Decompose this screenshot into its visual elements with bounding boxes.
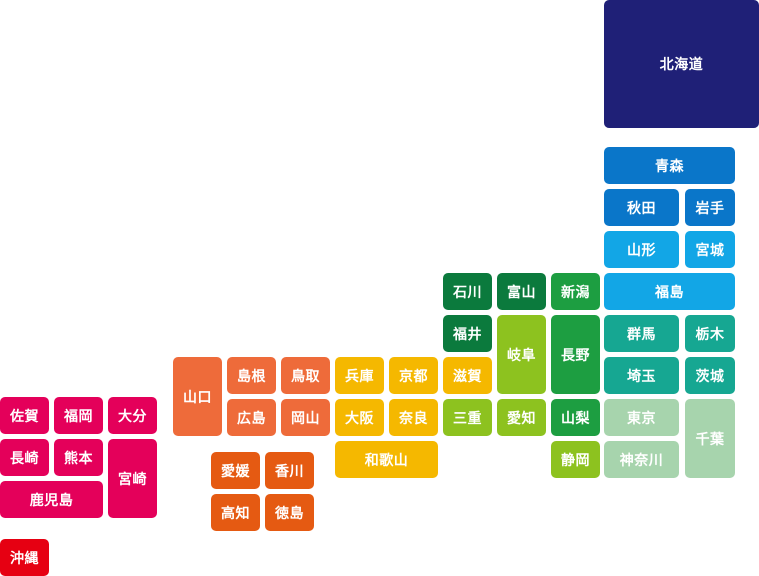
- prefecture-label: 徳島: [275, 505, 304, 522]
- prefecture-label: 京都: [399, 368, 428, 385]
- prefecture-fukui[interactable]: 福井: [443, 315, 492, 352]
- prefecture-label: 香川: [275, 463, 304, 480]
- prefecture-label: 宮城: [695, 242, 725, 259]
- prefecture-aichi[interactable]: 愛知: [497, 399, 546, 436]
- prefecture-label: 群馬: [627, 326, 656, 343]
- prefecture-label: 高知: [221, 505, 250, 522]
- prefecture-okayama[interactable]: 岡山: [281, 399, 330, 436]
- prefecture-nara[interactable]: 奈良: [389, 399, 438, 436]
- prefecture-label: 埼玉: [627, 368, 656, 385]
- prefecture-label: 石川: [453, 284, 482, 301]
- prefecture-label: 佐賀: [10, 408, 39, 425]
- prefecture-label: 山形: [627, 242, 656, 259]
- prefecture-gifu[interactable]: 岐阜: [497, 315, 546, 394]
- prefecture-ibaraki[interactable]: 茨城: [685, 357, 735, 394]
- prefecture-label: 宮崎: [118, 471, 147, 488]
- prefecture-label: 鹿児島: [29, 492, 74, 509]
- prefecture-kumamoto[interactable]: 熊本: [54, 439, 103, 476]
- prefecture-label: 山口: [183, 389, 212, 406]
- prefecture-nagano[interactable]: 長野: [551, 315, 600, 394]
- prefecture-aomori[interactable]: 青森: [604, 147, 735, 184]
- prefecture-label: 大分: [118, 408, 147, 425]
- prefecture-shiga[interactable]: 滋賀: [443, 357, 492, 394]
- prefecture-saga[interactable]: 佐賀: [0, 397, 49, 434]
- prefecture-kagoshima[interactable]: 鹿児島: [0, 481, 103, 518]
- prefecture-miyagi[interactable]: 宮城: [685, 231, 735, 268]
- prefecture-label: 兵庫: [345, 368, 374, 385]
- prefecture-kanagawa[interactable]: 神奈川: [604, 441, 679, 478]
- prefecture-label: 岩手: [695, 200, 725, 217]
- prefecture-label: 沖縄: [10, 550, 39, 567]
- prefecture-gunma[interactable]: 群馬: [604, 315, 679, 352]
- prefecture-shimane[interactable]: 島根: [227, 357, 276, 394]
- prefecture-label: 千葉: [695, 431, 725, 448]
- prefecture-label: 山梨: [561, 410, 590, 427]
- prefecture-fukushima[interactable]: 福島: [604, 273, 735, 310]
- prefecture-toyama[interactable]: 富山: [497, 273, 546, 310]
- prefecture-mie[interactable]: 三重: [443, 399, 492, 436]
- prefecture-yamanashi[interactable]: 山梨: [551, 399, 600, 436]
- prefecture-label: 青森: [655, 158, 684, 175]
- prefecture-label: 東京: [627, 410, 656, 427]
- prefecture-label: 茨城: [695, 368, 725, 385]
- prefecture-tochigi[interactable]: 栃木: [685, 315, 735, 352]
- prefecture-label: 長野: [561, 347, 590, 364]
- prefecture-tokyo[interactable]: 東京: [604, 399, 679, 436]
- prefecture-chiba[interactable]: 千葉: [685, 399, 735, 478]
- prefecture-label: 福岡: [64, 408, 93, 425]
- prefecture-tokushima[interactable]: 徳島: [265, 494, 314, 531]
- prefecture-label: 鳥取: [291, 368, 320, 385]
- prefecture-label: 三重: [453, 410, 482, 427]
- prefecture-label: 愛媛: [221, 463, 250, 480]
- prefecture-label: 長崎: [10, 450, 39, 467]
- prefecture-label: 秋田: [627, 200, 656, 217]
- prefecture-oita[interactable]: 大分: [108, 397, 157, 434]
- prefecture-yamagata[interactable]: 山形: [604, 231, 679, 268]
- prefecture-miyazaki[interactable]: 宮崎: [108, 439, 157, 518]
- prefecture-label: 広島: [237, 410, 266, 427]
- prefecture-label: 福島: [655, 284, 684, 301]
- prefecture-ehime[interactable]: 愛媛: [211, 452, 260, 489]
- prefecture-saitama[interactable]: 埼玉: [604, 357, 679, 394]
- prefecture-label: 新潟: [561, 284, 590, 301]
- prefecture-label: 奈良: [399, 410, 428, 427]
- prefecture-label: 大阪: [345, 410, 374, 427]
- prefecture-niigata[interactable]: 新潟: [551, 273, 600, 310]
- prefecture-label: 栃木: [695, 326, 725, 343]
- prefecture-label: 静岡: [561, 452, 590, 469]
- prefecture-label: 岡山: [291, 410, 320, 427]
- prefecture-label: 岐阜: [507, 347, 536, 364]
- prefecture-wakayama[interactable]: 和歌山: [335, 441, 438, 478]
- prefecture-okinawa[interactable]: 沖縄: [0, 539, 49, 576]
- prefecture-akita[interactable]: 秋田: [604, 189, 679, 226]
- prefecture-hokkaido[interactable]: 北海道: [604, 0, 759, 128]
- prefecture-osaka[interactable]: 大阪: [335, 399, 384, 436]
- prefecture-tottori[interactable]: 鳥取: [281, 357, 330, 394]
- prefecture-label: 北海道: [659, 57, 704, 73]
- prefecture-kagawa[interactable]: 香川: [265, 452, 314, 489]
- prefecture-label: 和歌山: [364, 452, 409, 469]
- prefecture-label: 島根: [237, 368, 266, 385]
- prefecture-label: 滋賀: [453, 368, 482, 385]
- prefecture-kochi[interactable]: 高知: [211, 494, 260, 531]
- prefecture-kyoto[interactable]: 京都: [389, 357, 438, 394]
- prefecture-yamaguchi[interactable]: 山口: [173, 357, 222, 436]
- prefecture-shizuoka[interactable]: 静岡: [551, 441, 600, 478]
- prefecture-label: 愛知: [507, 410, 536, 427]
- prefecture-label: 熊本: [64, 450, 93, 467]
- prefecture-nagasaki[interactable]: 長崎: [0, 439, 49, 476]
- prefecture-label: 富山: [507, 284, 536, 301]
- prefecture-hyogo[interactable]: 兵庫: [335, 357, 384, 394]
- prefecture-iwate[interactable]: 岩手: [685, 189, 735, 226]
- prefecture-fukuoka[interactable]: 福岡: [54, 397, 103, 434]
- prefecture-label: 福井: [453, 326, 482, 343]
- prefecture-label: 神奈川: [619, 452, 664, 469]
- prefecture-hiroshima[interactable]: 広島: [227, 399, 276, 436]
- prefecture-ishikawa[interactable]: 石川: [443, 273, 492, 310]
